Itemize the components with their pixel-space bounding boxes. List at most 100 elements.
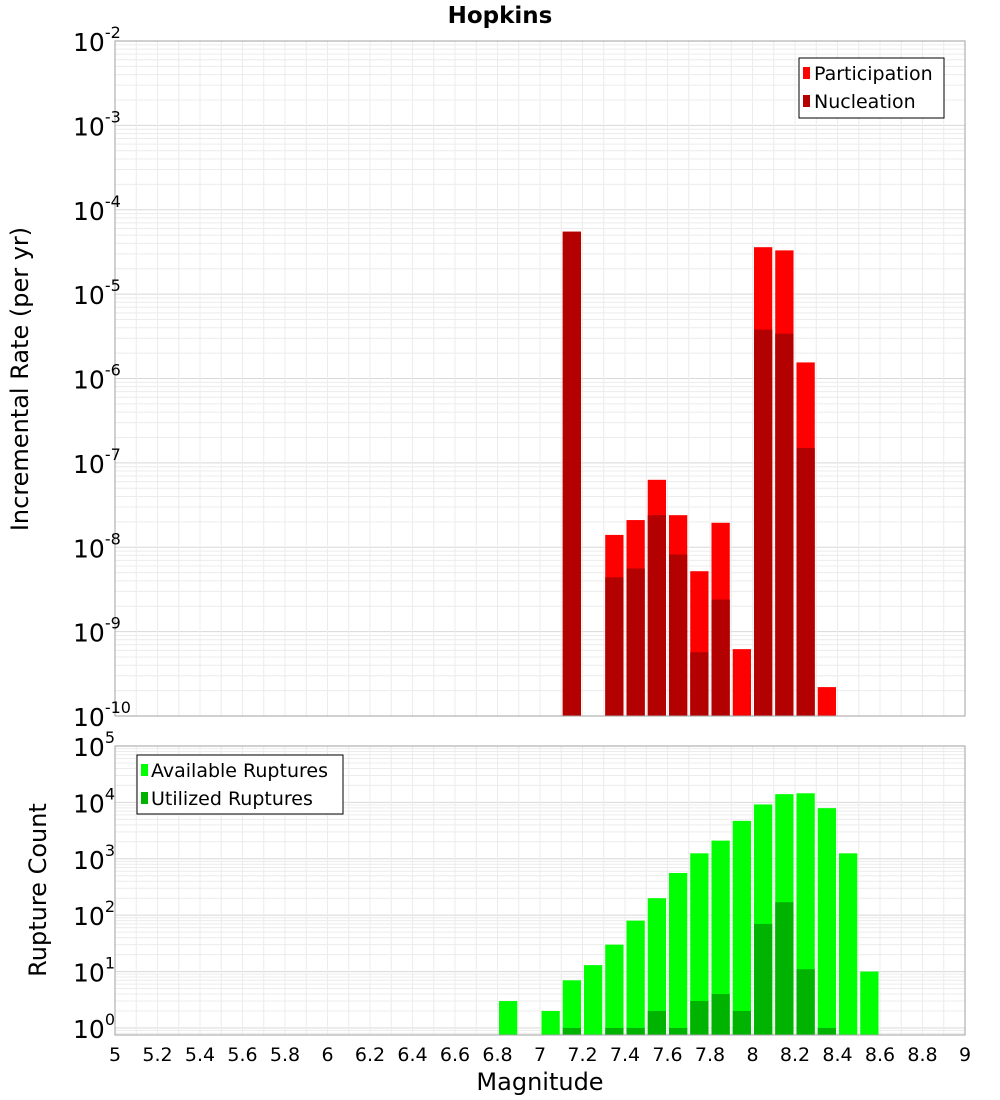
rate-y-tick-label: 10-3: [73, 107, 121, 141]
x-tick-label: 8.6: [865, 1044, 895, 1066]
rate-legend-label-participation: Participation: [814, 63, 933, 85]
count-bar-available-ruptures: [562, 980, 582, 1035]
x-tick-label: 6.6: [440, 1044, 470, 1066]
count-legend-label-utilized: Utilized Ruptures: [151, 788, 313, 810]
rate-bar-nucleation: [775, 333, 794, 716]
rate-y-tick-label: 10-10: [73, 698, 131, 732]
x-tick-label: 8.4: [822, 1044, 852, 1066]
count-bar-utilized-ruptures: [753, 923, 773, 1035]
count-bar-utilized-ruptures: [647, 1010, 667, 1035]
rate-grid: [114, 41, 966, 717]
rate-y-tick-label: 10-7: [73, 445, 121, 479]
rate-bar-nucleation: [626, 568, 645, 716]
rate-y-tick-label: 10-4: [73, 192, 121, 226]
count-bar-available-ruptures: [690, 853, 709, 1035]
rate-y-tick-label: 10-8: [73, 529, 121, 563]
count-bar-utilized-ruptures: [626, 1027, 645, 1035]
count-bar-available-ruptures: [541, 1010, 560, 1035]
x-tick-label: 7.6: [652, 1044, 682, 1066]
count-bar-utilized-ruptures: [711, 994, 730, 1035]
rate-bar-nucleation: [753, 329, 773, 716]
count-bar-available-ruptures: [626, 920, 645, 1035]
count-legend-label-available: Available Ruptures: [151, 760, 328, 782]
x-tick-label: 6.2: [355, 1044, 385, 1066]
x-tick-label: 6.4: [397, 1044, 427, 1066]
rate-bar-nucleation: [796, 448, 815, 716]
count-y-tick-label: 105: [73, 728, 115, 762]
x-tick-label: 7.2: [567, 1044, 597, 1066]
x-tick-label: 5.8: [270, 1044, 300, 1066]
count-bar-available-ruptures: [817, 808, 837, 1035]
x-axis-label: Magnitude: [476, 1068, 603, 1096]
count-legend: Available Ruptures Utilized Ruptures: [136, 754, 344, 815]
rate-bar-participation: [817, 687, 837, 716]
x-tick-label: 7: [534, 1044, 546, 1066]
count-legend-swatch-utilized: [141, 792, 148, 804]
x-tick-label: 7.8: [695, 1044, 725, 1066]
count-y-tick-label: 100: [73, 1010, 115, 1044]
count-bar-utilized-ruptures: [817, 1027, 837, 1035]
rate-bar-nucleation: [711, 599, 730, 716]
x-tick-label: 5.2: [142, 1044, 172, 1066]
x-tick-label: 8.8: [907, 1044, 937, 1066]
count-legend-box: [136, 754, 344, 815]
count-bar-utilized-ruptures: [775, 902, 794, 1035]
count-bar-available-ruptures: [583, 965, 603, 1035]
count-y-axis-label: Rupture Count: [24, 803, 52, 977]
x-tick-label: 9: [959, 1044, 971, 1066]
x-axis-ticks: 5 5.2 5.4 5.6 5.8 6 6.2 6.4 6.6 6.8 7 7.2 7.4 7.6 7.8 8…: [109, 1044, 971, 1066]
x-tick-label: 6: [321, 1044, 333, 1066]
x-tick-label: 7.4: [610, 1044, 640, 1066]
count-bar-available-ruptures: [668, 872, 688, 1035]
count-y-tick-label: 101: [73, 954, 115, 988]
x-tick-label: 8: [746, 1044, 758, 1066]
x-tick-label: 5.4: [185, 1044, 215, 1066]
count-y-tick-label: 103: [73, 841, 115, 875]
count-bar-utilized-ruptures: [690, 1001, 709, 1035]
count-legend-swatch-available: [141, 764, 148, 776]
rate-legend-label-nucleation: Nucleation: [814, 91, 916, 113]
count-y-tick-label: 102: [73, 897, 115, 931]
rate-legend-box: [798, 57, 945, 119]
count-plot-frame: [114, 745, 966, 1036]
rate-bar-nucleation: [605, 577, 624, 716]
x-tick-label: 8.2: [780, 1044, 810, 1066]
count-bars: [498, 793, 879, 1035]
rate-legend-swatch-nucleation: [803, 95, 810, 107]
count-bar-available-ruptures: [711, 840, 730, 1035]
rate-y-axis-label: Incremental Rate (per yr): [6, 227, 34, 531]
count-bar-utilized-ruptures: [732, 1010, 752, 1035]
count-bar-available-ruptures: [732, 820, 752, 1035]
rate-y-tick-label: 10-9: [73, 614, 121, 648]
rate-y-tick-label: 10-5: [73, 276, 121, 310]
rate-bars: [562, 231, 837, 717]
rate-panel: 10-10 10-9 10-8 10-7 10-6 10-5 10-4 10-3 10-2 In…: [6, 23, 966, 732]
count-bar-available-ruptures: [838, 853, 858, 1035]
rate-y-ticks: 10-10 10-9 10-8 10-7 10-6 10-5 10-4 10-3 10-2: [73, 23, 131, 732]
count-panel: 100 101 102 103 104 105 Rupture Count Availab…: [24, 728, 966, 1044]
count-bar-utilized-ruptures: [562, 1027, 582, 1035]
x-tick-label: 6.8: [482, 1044, 512, 1066]
rate-y-tick-label: 10-6: [73, 361, 121, 395]
rate-bar-nucleation: [668, 554, 688, 716]
rate-bar-nucleation: [690, 652, 709, 716]
count-bar-available-ruptures: [647, 898, 667, 1035]
count-bar-utilized-ruptures: [668, 1027, 688, 1035]
rate-bar-nucleation: [562, 231, 582, 716]
chart-title: Hopkins: [448, 3, 553, 29]
count-bar-utilized-ruptures: [605, 1027, 624, 1035]
rate-legend-swatch-participation: [803, 67, 810, 79]
count-y-ticks: 100 101 102 103 104 105: [73, 728, 115, 1044]
count-y-tick-label: 104: [73, 784, 115, 818]
rate-bar-participation: [732, 649, 752, 716]
count-bar-utilized-ruptures: [796, 969, 815, 1035]
count-bar-available-ruptures: [860, 971, 879, 1035]
rate-plot-frame: [114, 40, 966, 717]
rate-y-tick-label: 10-2: [73, 23, 121, 57]
x-tick-label: 5.6: [227, 1044, 257, 1066]
rate-bar-nucleation: [647, 515, 667, 716]
rate-legend: Participation Nucleation: [798, 57, 945, 119]
count-bar-available-ruptures: [605, 944, 624, 1035]
count-bar-available-ruptures: [498, 1001, 518, 1035]
